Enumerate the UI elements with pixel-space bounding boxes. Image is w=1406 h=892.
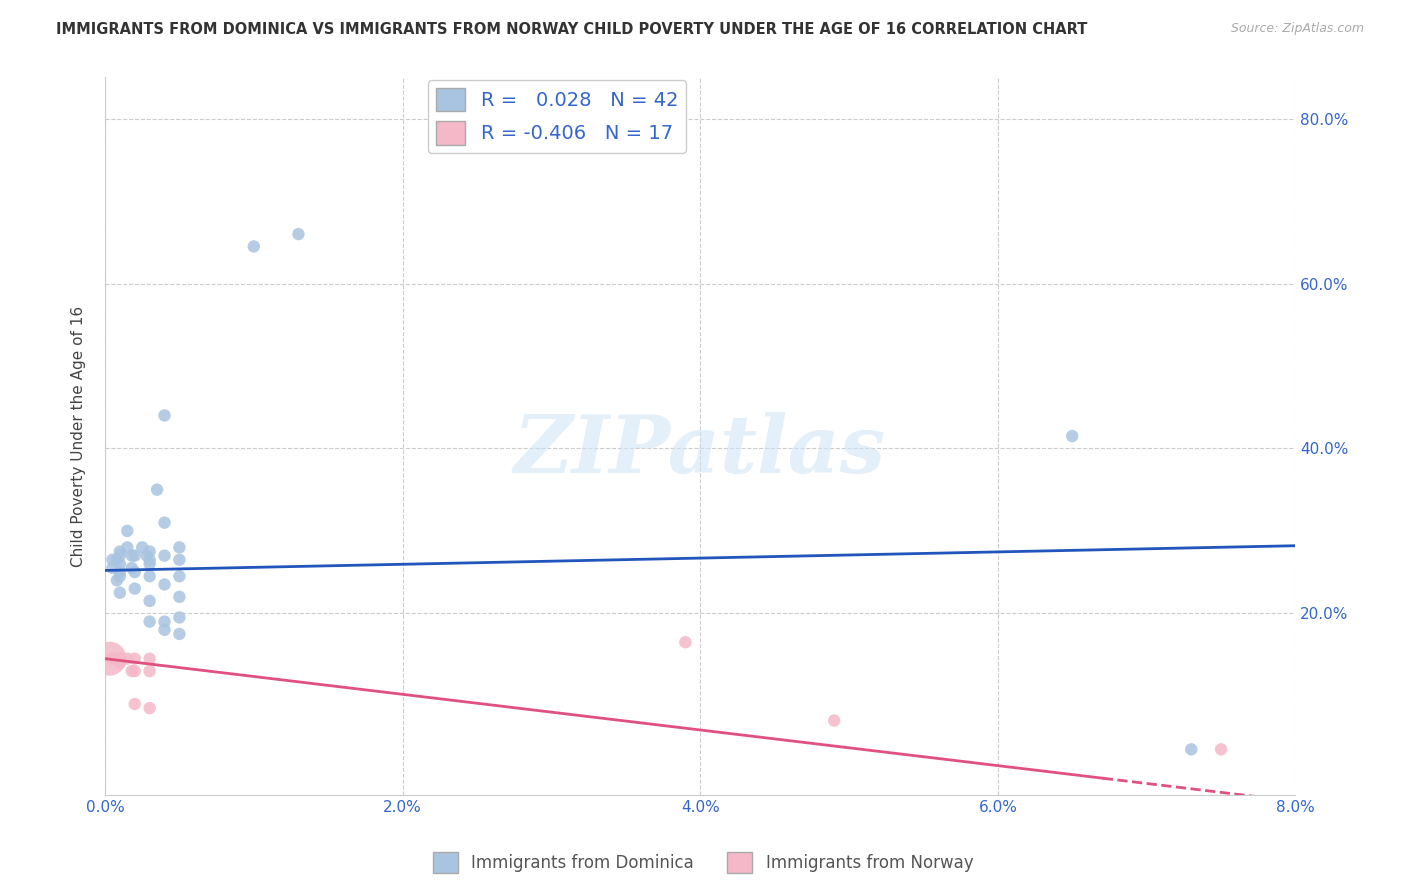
Point bbox=[98, 651, 121, 665]
Point bbox=[169, 610, 191, 624]
Point bbox=[131, 541, 153, 555]
Point bbox=[1209, 742, 1232, 756]
Y-axis label: Child Poverty Under the Age of 16: Child Poverty Under the Age of 16 bbox=[72, 305, 86, 566]
Point bbox=[117, 524, 139, 538]
Point bbox=[101, 651, 124, 665]
Point bbox=[673, 635, 696, 649]
Point bbox=[101, 651, 124, 665]
Point bbox=[108, 557, 131, 571]
Point bbox=[153, 577, 176, 591]
Point bbox=[124, 582, 146, 596]
Point bbox=[124, 651, 146, 665]
Point bbox=[124, 565, 146, 579]
Point bbox=[138, 664, 160, 678]
Point bbox=[153, 516, 176, 530]
Point bbox=[823, 714, 845, 728]
Point bbox=[108, 569, 131, 583]
Point bbox=[153, 623, 176, 637]
Point bbox=[153, 615, 176, 629]
Point bbox=[121, 549, 143, 563]
Point bbox=[169, 553, 191, 567]
Point bbox=[138, 615, 160, 629]
Text: ZIPatlas: ZIPatlas bbox=[515, 412, 886, 489]
Point bbox=[1062, 429, 1084, 443]
Point bbox=[153, 549, 176, 563]
Point bbox=[138, 544, 160, 558]
Point bbox=[169, 569, 191, 583]
Legend: R =   0.028   N = 42, R = -0.406   N = 17: R = 0.028 N = 42, R = -0.406 N = 17 bbox=[429, 80, 686, 153]
Point bbox=[121, 561, 143, 575]
Point bbox=[105, 651, 128, 665]
Point bbox=[287, 227, 309, 241]
Point bbox=[108, 651, 131, 665]
Point bbox=[124, 549, 146, 563]
Point bbox=[169, 590, 191, 604]
Point bbox=[121, 664, 143, 678]
Point bbox=[117, 541, 139, 555]
Point bbox=[243, 239, 266, 253]
Point bbox=[108, 544, 131, 558]
Point bbox=[138, 594, 160, 608]
Point bbox=[117, 651, 139, 665]
Text: Source: ZipAtlas.com: Source: ZipAtlas.com bbox=[1230, 22, 1364, 36]
Point bbox=[146, 483, 169, 497]
Point bbox=[138, 701, 160, 715]
Point bbox=[124, 664, 146, 678]
Point bbox=[1180, 742, 1202, 756]
Point bbox=[101, 553, 124, 567]
Point bbox=[108, 549, 131, 563]
Point bbox=[138, 553, 160, 567]
Point bbox=[138, 557, 160, 571]
Text: IMMIGRANTS FROM DOMINICA VS IMMIGRANTS FROM NORWAY CHILD POVERTY UNDER THE AGE O: IMMIGRANTS FROM DOMINICA VS IMMIGRANTS F… bbox=[56, 22, 1088, 37]
Point bbox=[153, 409, 176, 423]
Point bbox=[135, 549, 157, 563]
Point bbox=[105, 574, 128, 588]
Point bbox=[108, 565, 131, 579]
Point bbox=[108, 656, 131, 670]
Point bbox=[105, 553, 128, 567]
Legend: Immigrants from Dominica, Immigrants from Norway: Immigrants from Dominica, Immigrants fro… bbox=[426, 846, 980, 880]
Point bbox=[101, 561, 124, 575]
Point bbox=[169, 627, 191, 641]
Point bbox=[169, 541, 191, 555]
Point bbox=[138, 651, 160, 665]
Point bbox=[108, 585, 131, 599]
Point bbox=[124, 697, 146, 711]
Point bbox=[138, 569, 160, 583]
